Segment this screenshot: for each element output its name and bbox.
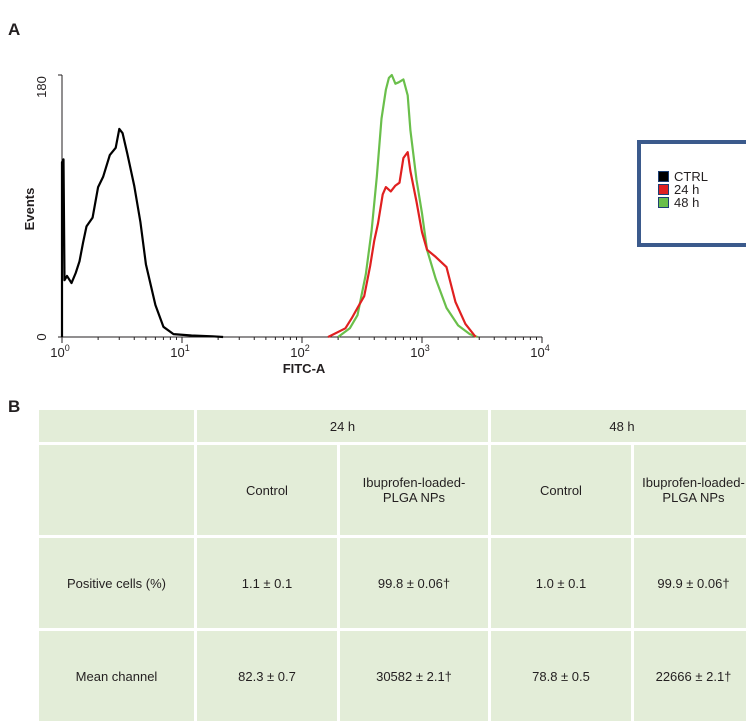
x-tick-label: 102 [290, 343, 309, 360]
chart-axes [58, 75, 542, 343]
panel-label-b: B [8, 397, 20, 417]
subheader-cell: Control [490, 444, 633, 537]
row-label: Positive cells (%) [38, 537, 196, 630]
x-tick-label: 100 [50, 343, 69, 360]
legend-item-48h: 48 h [658, 196, 699, 209]
series-line-48h [338, 75, 477, 337]
table-cell: 99.8 ± 0.06† [339, 537, 490, 630]
x-tick-label: 104 [530, 343, 549, 360]
legend-swatch-ctrl [658, 171, 669, 182]
subheader-cell: Ibuprofen-loaded- PLGA NPs [339, 444, 490, 537]
header-24h: 24 h [196, 409, 490, 444]
legend-swatch-24h [658, 184, 669, 195]
results-table: 24 h 48 h Control Ibuprofen-loaded- PLGA… [36, 407, 746, 724]
table-cell: 1.0 ± 0.1 [490, 537, 633, 630]
table-header-row: 24 h 48 h [38, 409, 746, 444]
table-corner-cell [38, 409, 196, 444]
table-cell: 30582 ± 2.1† [339, 630, 490, 723]
chart-series [62, 75, 478, 337]
header-48h: 48 h [490, 409, 746, 444]
legend-label-48h: 48 h [674, 196, 699, 209]
x-tick-label: 101 [170, 343, 189, 360]
table-cell: 1.1 ± 0.1 [196, 537, 339, 630]
subheader-cell: Ibuprofen-loaded- PLGA NPs [633, 444, 746, 537]
chart-legend: CTRL 24 h 48 h [637, 140, 746, 247]
panel-label-a: A [8, 20, 20, 40]
table-row: Mean channel 82.3 ± 0.7 30582 ± 2.1† 78.… [38, 630, 746, 723]
table-cell: 78.8 ± 0.5 [490, 630, 633, 723]
subheader-cell: Control [196, 444, 339, 537]
flow-cytometry-histogram: 100 101 102 103 104 0 180 FITC-A Events [0, 40, 640, 385]
y-axis-label: Events [22, 188, 37, 231]
x-tick-label: 103 [410, 343, 429, 360]
y-tick-label: 180 [34, 76, 49, 98]
table-row: Positive cells (%) 1.1 ± 0.1 99.8 ± 0.06… [38, 537, 746, 630]
series-line-ctrl [62, 129, 223, 337]
table-cell: 82.3 ± 0.7 [196, 630, 339, 723]
table-cell: 22666 ± 2.1† [633, 630, 746, 723]
legend-swatch-48h [658, 197, 669, 208]
y-tick-label: 0 [34, 333, 49, 340]
table-cell: 99.9 ± 0.06† [633, 537, 746, 630]
row-label: Mean channel [38, 630, 196, 723]
series-line-24h [328, 152, 476, 337]
x-axis-label: FITC-A [283, 361, 326, 376]
table-corner-cell [38, 444, 196, 537]
table-subheader-row: Control Ibuprofen-loaded- PLGA NPs Contr… [38, 444, 746, 537]
